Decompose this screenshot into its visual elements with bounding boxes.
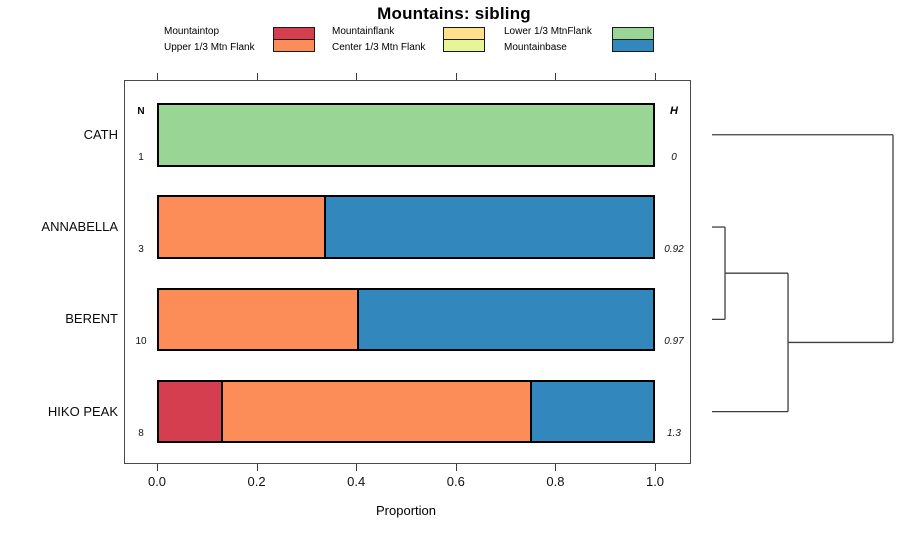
category-label: HIKO PEAK <box>47 403 118 419</box>
x-tick-top <box>256 73 258 80</box>
n-value: 10 <box>135 336 147 348</box>
legend-swatch-center-flank <box>443 39 485 52</box>
legend-swatch-upper-flank <box>273 39 315 52</box>
legend-labels: Lower 1/3 MtnFlank Mountainbase <box>504 24 612 56</box>
legend-label: Mountaintop <box>164 26 220 37</box>
n-value: 8 <box>138 428 144 440</box>
n-value: 3 <box>138 243 144 255</box>
legend-labels: Mountaintop Upper 1/3 Mtn Flank <box>164 24 273 56</box>
x-axis-title: Proportion <box>376 503 436 518</box>
legend-column-1: Mountaintop Upper 1/3 Mtn Flank <box>164 24 315 56</box>
h-value: 0 <box>671 151 677 163</box>
bar-segment-mountaintop <box>159 381 221 442</box>
n-column-header: N <box>137 106 145 117</box>
x-tick-bottom <box>555 464 557 471</box>
legend-label: Upper 1/3 Mtn Flank <box>164 42 255 53</box>
bar-row-berent <box>157 287 655 352</box>
h-value: 0.97 <box>664 336 684 348</box>
h-value: 0.92 <box>664 243 684 255</box>
x-tick-top <box>555 73 557 80</box>
bar-segment-upper-1-3-mtn-flank <box>159 197 324 257</box>
bar-segment-lower-1-3-mtnflank <box>159 105 653 165</box>
bar-row-cath <box>157 103 655 167</box>
bar-segment-upper-1-3-mtn-flank <box>220 381 530 442</box>
category-label: ANNABELLA <box>41 219 118 235</box>
x-tick-top <box>157 73 158 80</box>
legend-swatches <box>612 27 654 52</box>
x-tick-label: 0.0 <box>147 474 167 489</box>
chart-title: Mountains: sibling <box>377 4 531 23</box>
x-tick-bottom <box>256 464 258 471</box>
legend-label: Mountainbase <box>504 42 567 53</box>
x-tick-label: 1.0 <box>645 474 665 489</box>
legend-labels: Mountainflank Center 1/3 Mtn Flank <box>332 24 443 56</box>
legend-swatches <box>443 27 485 52</box>
bar-row-annabella <box>157 195 655 259</box>
h-column-header: H <box>670 105 678 117</box>
x-tick-bottom <box>356 464 358 471</box>
legend-label: Lower 1/3 MtnFlank <box>504 26 592 37</box>
bar-row-hiko-peak <box>157 379 655 444</box>
x-tick-top <box>655 73 656 80</box>
bar-segment-upper-1-3-mtn-flank <box>159 289 357 350</box>
legend-label: Center 1/3 Mtn Flank <box>332 42 426 53</box>
legend-column-3: Lower 1/3 MtnFlank Mountainbase <box>504 24 654 56</box>
x-tick-label: 0.8 <box>546 474 565 489</box>
x-tick-bottom <box>455 464 457 471</box>
x-tick-bottom <box>157 464 158 471</box>
n-value: 1 <box>138 151 144 163</box>
x-tick-top <box>455 73 457 80</box>
legend-column-2: Mountainflank Center 1/3 Mtn Flank <box>332 24 485 56</box>
h-value: 1.3 <box>667 428 681 440</box>
bar-segment-mountainbase <box>323 197 653 257</box>
x-tick-label: 0.2 <box>247 474 266 489</box>
x-tick-bottom <box>655 464 656 471</box>
legend-label: Mountainflank <box>332 26 395 37</box>
category-label: CATH <box>83 126 118 142</box>
x-tick-top <box>356 73 358 80</box>
legend-swatch-mountainbase <box>612 39 654 52</box>
x-tick-label: 0.4 <box>347 474 366 489</box>
plot-frame <box>124 80 691 464</box>
category-label: BERENT <box>65 311 118 327</box>
x-tick-label: 0.6 <box>446 474 465 489</box>
bar-segment-mountainbase <box>356 289 653 350</box>
legend-swatches <box>273 27 315 52</box>
bar-segment-mountainbase <box>529 381 653 442</box>
